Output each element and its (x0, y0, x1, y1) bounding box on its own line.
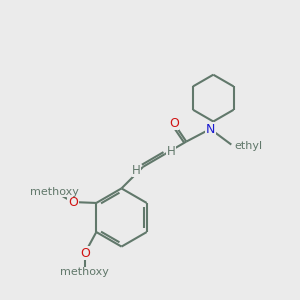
Text: H: H (167, 145, 176, 158)
Text: methoxy: methoxy (61, 267, 109, 277)
Text: H: H (132, 164, 141, 177)
Text: O: O (80, 247, 90, 260)
Text: O: O (68, 196, 78, 208)
Text: O: O (169, 116, 178, 130)
Text: N: N (206, 122, 215, 136)
Text: ethyl: ethyl (234, 141, 262, 151)
Text: methoxy: methoxy (30, 187, 79, 196)
